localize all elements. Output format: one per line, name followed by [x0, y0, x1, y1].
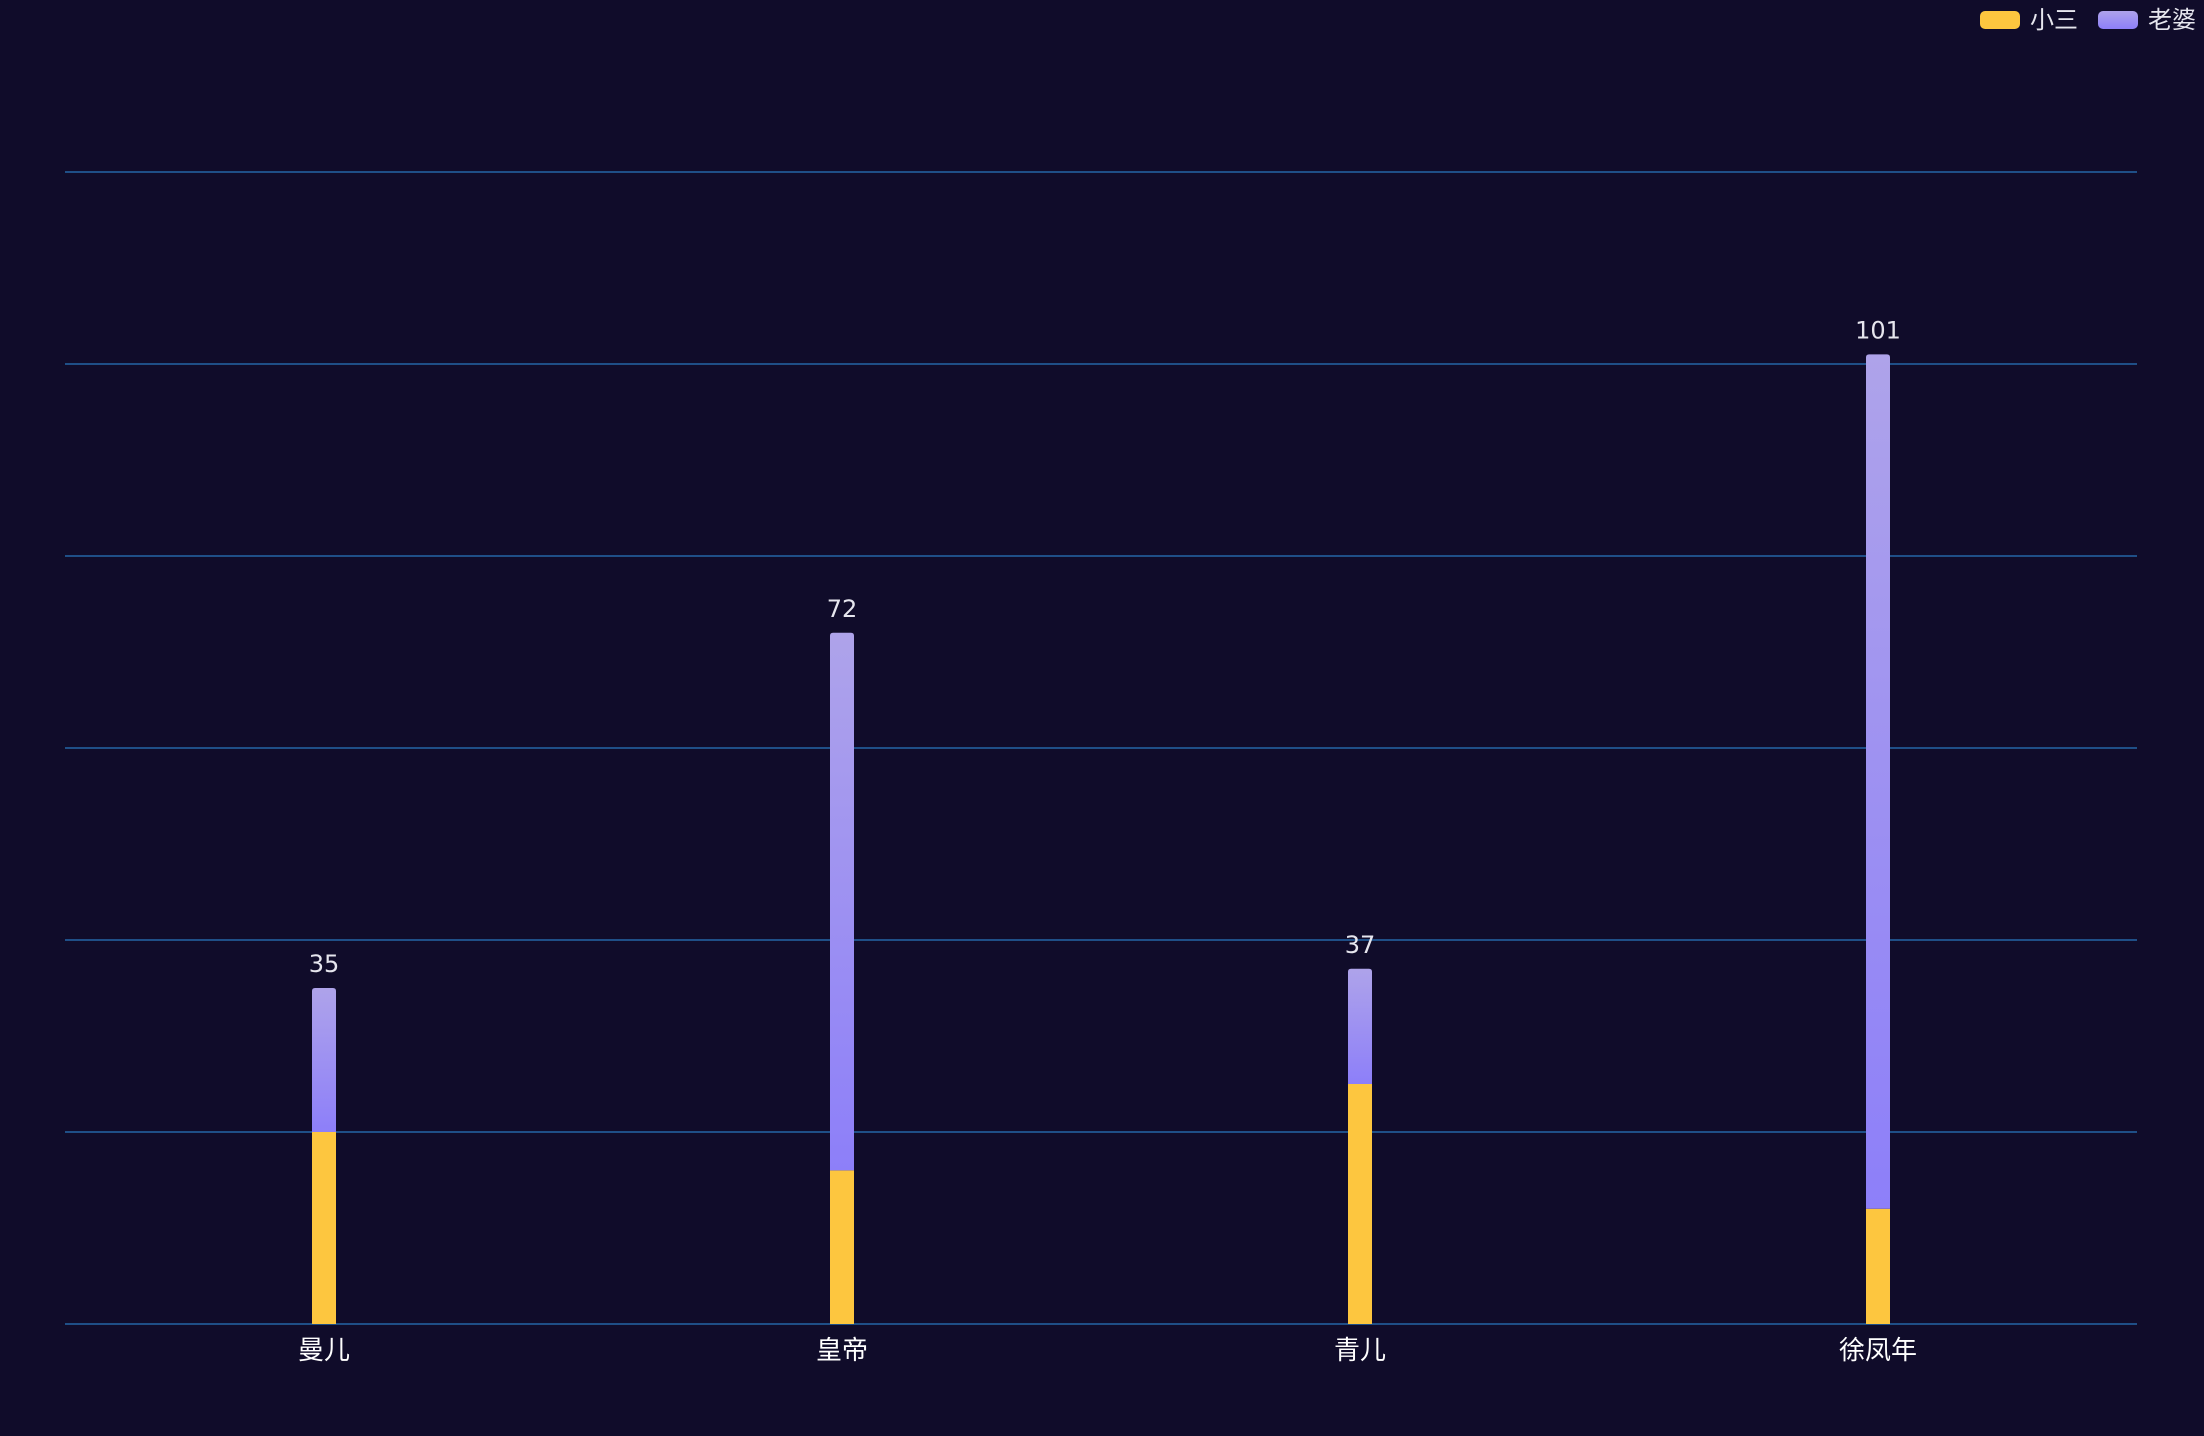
x-tick-label: 皇帝: [816, 1336, 868, 1366]
bar-laopo-2[interactable]: [1348, 968, 1372, 1084]
legend-item-laopo[interactable]: 老婆: [2098, 8, 2196, 32]
bar-xiaosan-3[interactable]: [1866, 1208, 1890, 1324]
x-tick-label: 曼儿: [298, 1336, 350, 1366]
legend-label-xiaosan: 小三: [2030, 6, 2078, 34]
total-label: 35: [309, 950, 340, 978]
x-tick-label: 青儿: [1334, 1336, 1386, 1366]
bars: [312, 354, 1890, 1324]
legend-item-xiaosan[interactable]: 小三: [1980, 8, 2078, 32]
chart-legend: 小三 老婆: [1980, 8, 2196, 32]
total-label: 101: [1855, 316, 1901, 344]
bar-xiaosan-1[interactable]: [830, 1170, 854, 1324]
legend-label-laopo: 老婆: [2148, 6, 2196, 34]
x-tick-label: 徐凤年: [1839, 1336, 1917, 1366]
bar-laopo-3[interactable]: [1866, 354, 1890, 1209]
bar-laopo-1[interactable]: [830, 632, 854, 1171]
data-labels: 35 72 37 101: [309, 316, 1901, 978]
total-label: 72: [827, 595, 858, 623]
bar-laopo-0[interactable]: [312, 988, 336, 1132]
x-axis: 曼儿 皇帝 青儿 徐凤年: [298, 1336, 1917, 1366]
total-label: 37: [1345, 931, 1376, 959]
bar-xiaosan-2[interactable]: [1348, 1084, 1372, 1324]
legend-swatch-xiaosan: [1980, 11, 2020, 29]
bar-xiaosan-0[interactable]: [312, 1132, 336, 1324]
grid-lines: [65, 171, 2137, 1325]
legend-swatch-laopo: [2098, 11, 2138, 29]
